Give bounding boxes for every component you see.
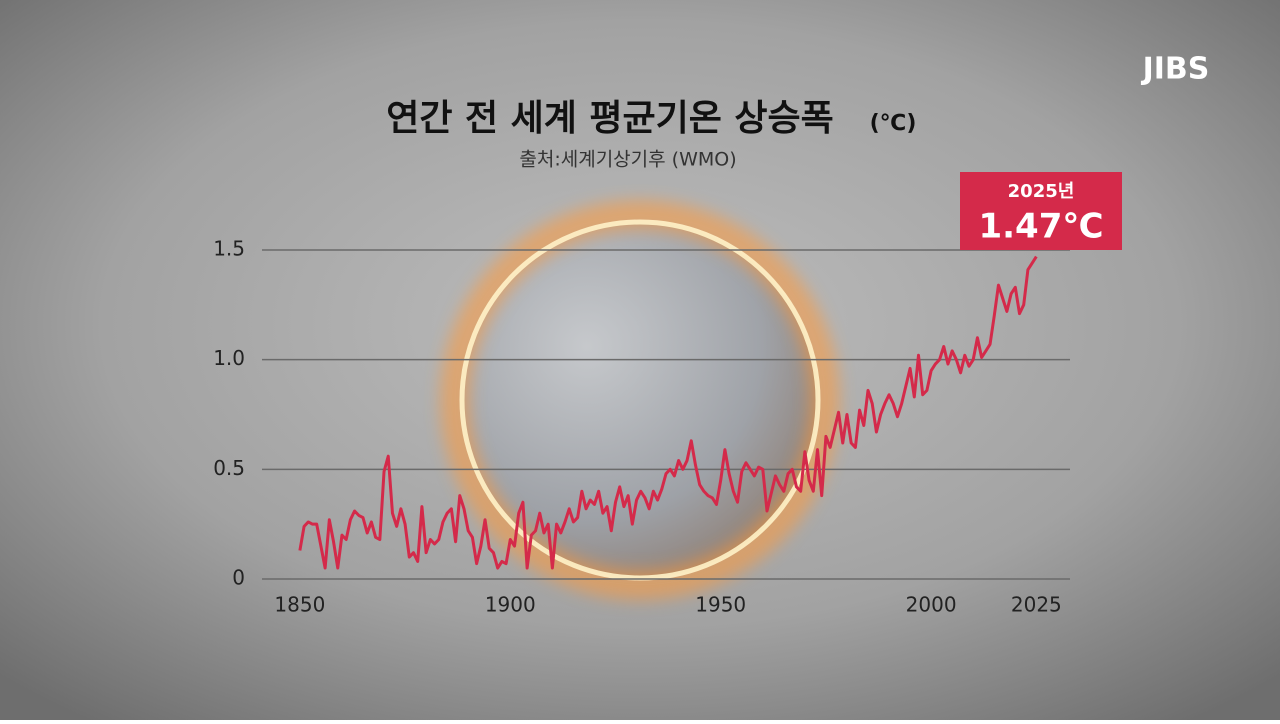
y-tick-label: 1.5 xyxy=(213,237,245,261)
data-line xyxy=(298,255,1038,570)
subtitle: 출처:세계기상기후 (WMO) xyxy=(519,149,736,171)
x-tick-label: 2000 xyxy=(906,593,957,617)
planet xyxy=(462,222,818,578)
callout-box xyxy=(960,172,1122,250)
x-tick-label: 1950 xyxy=(695,593,746,617)
chart-title: 연간 전 세계 평균기온 상승폭 xyxy=(386,98,834,139)
title-unit: (℃) xyxy=(870,111,917,136)
callout-value: 1.47℃ xyxy=(978,207,1103,247)
sun-ring xyxy=(459,219,821,581)
x-tick-label: 2025 xyxy=(1011,593,1062,617)
sun-glow xyxy=(440,200,840,600)
x-tick-label: 1900 xyxy=(485,593,536,617)
y-tick-label: 0 xyxy=(232,566,245,590)
y-tick-label: 1.0 xyxy=(213,346,245,370)
y-tick-label: 0.5 xyxy=(213,456,245,480)
logo: JIBS xyxy=(1141,52,1210,87)
x-tick-label: 1850 xyxy=(274,593,325,617)
callout-year: 2025년 xyxy=(1008,181,1075,202)
